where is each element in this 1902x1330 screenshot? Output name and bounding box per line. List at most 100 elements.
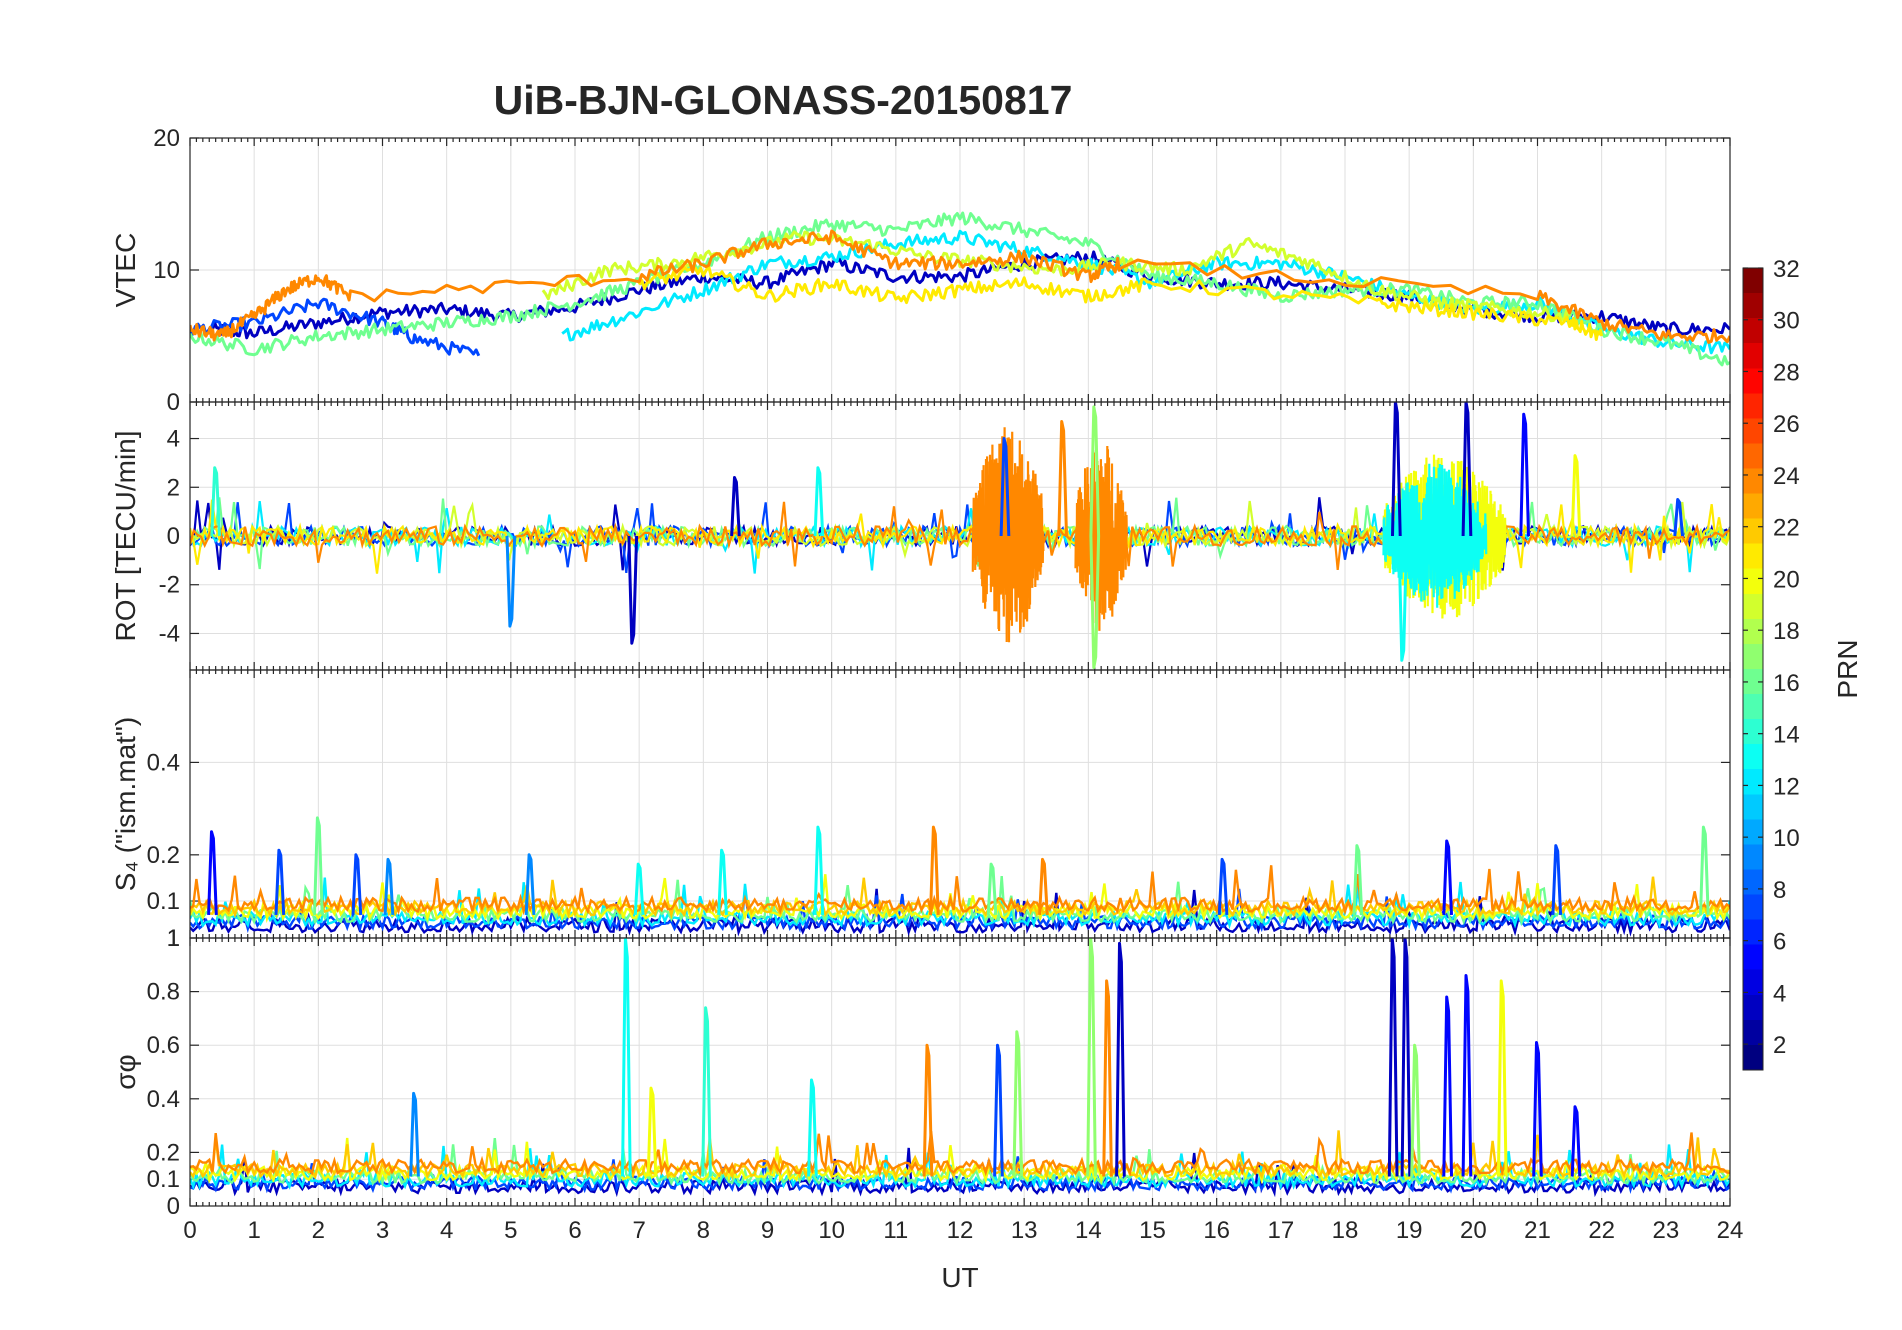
spike-prn-24: [1102, 979, 1113, 1177]
spike-prn-20: [646, 1086, 658, 1177]
y-tick-label: 0.1: [147, 1166, 180, 1193]
x-tick-label: 7: [632, 1217, 645, 1244]
x-tick-label: 11: [883, 1217, 908, 1244]
x-tick-label: 24: [1717, 1217, 1744, 1244]
y-tick-label: 4: [167, 426, 180, 453]
panel-data: [190, 402, 1730, 670]
x-tick-label: 6: [568, 1217, 581, 1244]
trace-prn-22: [190, 1130, 1730, 1181]
spike-prn-9: [383, 857, 395, 915]
y-tick-label: 0: [167, 523, 180, 550]
spike-prn-16: [1699, 825, 1710, 915]
y-tick-label: 2: [167, 474, 180, 501]
colorbar-tick-label: 30: [1773, 308, 1800, 335]
spike-prn-14: [701, 1006, 712, 1177]
series-line-prn-16: [190, 211, 1730, 367]
spike-prn-3: [1391, 402, 1402, 537]
y-tick-label: -2: [159, 572, 180, 599]
spike-prn-3: [1461, 402, 1473, 537]
x-axis-label: UT: [941, 1262, 978, 1293]
spike-prn-3: [1115, 941, 1126, 1177]
spike-prn-24: [1057, 420, 1068, 537]
spike-prn-24: [922, 1043, 934, 1177]
y-axis-label: S₄ ("ism.mat"): [110, 717, 141, 891]
x-tick-label: 1: [247, 1217, 260, 1244]
x-tick-label: 3: [376, 1217, 389, 1244]
x-tick-label: 8: [697, 1217, 710, 1244]
spike-prn-13: [813, 466, 825, 537]
spike-prn-17: [1089, 535, 1101, 670]
panel-rot: -4 -2 0 2 4 ROT [TECU/min]: [110, 401, 1731, 671]
y-tick-label: 0: [167, 1193, 180, 1220]
spike-prn-9: [409, 1091, 420, 1177]
x-tick-label: 18: [1332, 1217, 1359, 1244]
x-tick-label: 23: [1652, 1217, 1679, 1244]
x-tick-label: 21: [1524, 1217, 1551, 1244]
spike-prn-5: [1442, 839, 1453, 915]
colorbar-tick-label: 14: [1773, 722, 1800, 749]
spike-prn-20: [1496, 979, 1508, 1177]
panel-frame: [189, 937, 1731, 1207]
spike-prn-7: [274, 848, 286, 915]
spike-prn-16: [313, 816, 324, 915]
y-tick-label: -4: [159, 620, 180, 647]
spike-prn-5: [1532, 1041, 1543, 1177]
x-tick-label: 14: [1075, 1217, 1102, 1244]
x-tick-label: 12: [947, 1217, 974, 1244]
x-tick-label: 20: [1460, 1217, 1487, 1244]
trace-prn-16: [190, 1137, 1730, 1188]
spike-prn-13: [621, 938, 632, 1177]
spike-prn-17: [1410, 1043, 1421, 1177]
spike-prn-3: [1400, 938, 1412, 1177]
y-tick-label: 0.4: [147, 749, 180, 776]
series-line-prn-21: [637, 264, 1604, 341]
spike-prn-17: [1089, 405, 1101, 537]
series-line-prn-24: [190, 229, 1730, 344]
y-tick-label: 0.6: [147, 1032, 180, 1059]
spike-prn-16: [986, 862, 998, 915]
spike-prn-7: [1551, 844, 1563, 915]
colorbar-tick-label: 20: [1773, 566, 1800, 593]
panel-data: [190, 938, 1730, 1198]
colorbar-tick-label: 18: [1773, 618, 1800, 645]
y-tick-label: 1: [167, 925, 180, 952]
x-tick-label: 4: [440, 1217, 453, 1244]
y-tick-label: 20: [153, 125, 180, 152]
panel-data: [190, 211, 1730, 367]
spike-prn-13: [717, 848, 728, 915]
spike-prn-3: [730, 476, 741, 537]
spike-prn-16: [1352, 844, 1364, 915]
panel-s4: 0.1 0.2 0.4 1 S₄ ("ism.mat"): [110, 669, 1731, 952]
colorbar-tick-label: 24: [1773, 463, 1800, 490]
spike-prn-7: [1217, 857, 1229, 915]
colorbar-tick-label: 12: [1773, 773, 1800, 800]
spike-prn-3: [1387, 938, 1399, 1177]
y-axis-label: σφ: [110, 1054, 141, 1089]
colorbar-tick-label: 8: [1773, 877, 1786, 904]
spike-prn-7: [993, 1043, 1004, 1177]
y-tick-label: 0.2: [147, 842, 180, 869]
colorbar-gradient: [1742, 267, 1764, 1071]
spike-prn-13: [813, 825, 825, 915]
y-axis-label: ROT [TECU/min]: [110, 430, 141, 641]
x-tick-label: 10: [818, 1217, 845, 1244]
y-tick-label: 0.8: [147, 979, 180, 1006]
colorbar-tick-label: 2: [1773, 1032, 1786, 1059]
x-tick-label: 5: [504, 1217, 517, 1244]
colorbar-tick-label: 26: [1773, 411, 1800, 438]
spike-prn-17: [1086, 938, 1097, 1177]
spike-prn-13: [1397, 535, 1409, 662]
spike-prn-20: [1570, 454, 1582, 537]
y-tick-label: 0: [167, 389, 180, 416]
trace-prn-24: [190, 1131, 1730, 1178]
colorbar-label: PRN: [1832, 639, 1863, 698]
trace-prn-22: [190, 876, 1730, 920]
x-tick-label: 0: [183, 1217, 196, 1244]
y-tick-label: 0.2: [147, 1139, 180, 1166]
x-tick-label: 13: [1011, 1217, 1038, 1244]
colorbar-tick-label: 32: [1773, 256, 1800, 283]
colorbar-tick-label: 28: [1773, 359, 1800, 386]
